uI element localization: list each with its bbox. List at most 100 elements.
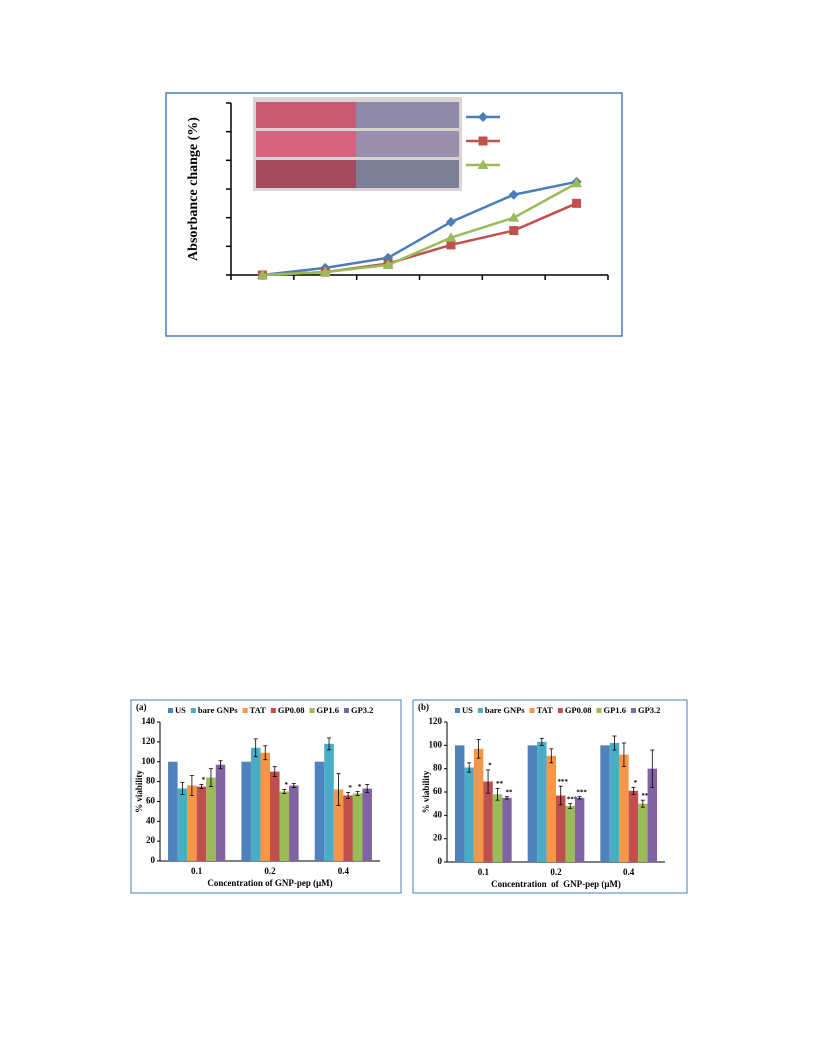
bar — [250, 747, 261, 861]
y-tick-label: 120 — [142, 736, 156, 746]
figure-frame — [412, 699, 688, 894]
bar — [619, 754, 629, 862]
legend-label: TAT — [537, 705, 554, 715]
legend-label: GP3.2 — [351, 705, 373, 715]
series-line — [262, 182, 578, 277]
bar — [260, 752, 270, 861]
x-tick-label: 0.2 — [264, 866, 276, 876]
y-tick-label: 20 — [433, 833, 443, 843]
marker — [477, 159, 489, 169]
y-tick-label: 40 — [146, 815, 156, 825]
y-tick-label: 0 — [151, 855, 156, 865]
bar — [279, 791, 290, 861]
bar — [464, 767, 474, 862]
bar — [454, 745, 465, 862]
bar — [638, 803, 648, 862]
photo-inset — [253, 97, 462, 191]
y-tick-label: 80 — [433, 763, 443, 773]
bar — [324, 743, 334, 861]
legend-label: US — [462, 705, 473, 715]
bar — [473, 748, 484, 862]
significance: * — [358, 783, 362, 791]
x-tick-label: 0.1 — [191, 866, 203, 876]
y-tick-label: 20 — [146, 835, 156, 845]
legend-swatch — [168, 708, 173, 713]
legend-swatch — [343, 708, 349, 713]
legend-swatch — [242, 708, 248, 713]
bar — [362, 788, 372, 861]
bar — [527, 745, 538, 862]
legend-label: GP0.08 — [565, 705, 592, 715]
bar — [647, 768, 658, 862]
y-tick-label: 80 — [146, 776, 156, 786]
legend-label: GP1.6 — [604, 705, 626, 715]
marker — [572, 198, 582, 208]
bar — [546, 755, 556, 862]
y-axis-label: % viability — [421, 770, 431, 813]
x-tick-label: 0.1 — [478, 867, 490, 877]
marker — [508, 189, 519, 200]
y-tick-label: 0 — [438, 856, 443, 866]
marker — [319, 266, 331, 277]
legend-swatch — [270, 708, 276, 713]
significance: ** — [505, 788, 513, 796]
marker — [509, 226, 519, 236]
legend-swatch — [529, 708, 535, 713]
legend-label: GP1.6 — [317, 705, 339, 715]
figure-frame — [130, 699, 402, 894]
x-tick-label: 0.2 — [550, 867, 562, 877]
bar — [492, 794, 503, 862]
series-line — [262, 180, 577, 277]
legend-swatch — [455, 708, 460, 713]
bar — [628, 790, 639, 862]
bar — [502, 797, 512, 862]
marker — [446, 240, 456, 250]
significance: * — [285, 781, 289, 789]
y-tick-label: 40 — [433, 809, 443, 819]
bar — [241, 761, 251, 861]
significance: * — [202, 776, 206, 784]
significance: ** — [496, 780, 504, 788]
legend-swatch — [557, 708, 563, 713]
legend-swatch — [477, 708, 483, 713]
marker — [478, 112, 488, 122]
legend-label: bare GNPs — [198, 705, 238, 715]
y-tick-label: 60 — [146, 795, 156, 805]
y-tick-label: 60 — [433, 786, 443, 796]
bar — [177, 788, 188, 861]
bar — [343, 795, 353, 861]
bar — [352, 793, 363, 861]
bar — [333, 789, 344, 861]
x-axis-label: Concentration of GNP-pep (μM) — [207, 878, 332, 888]
legend-swatch — [309, 708, 315, 713]
significance: *** — [557, 778, 568, 786]
legend-label: TAT — [250, 705, 267, 715]
bar — [537, 741, 547, 862]
legend-swatch — [190, 708, 196, 713]
bar — [187, 785, 197, 861]
significance: * — [634, 779, 638, 787]
bar — [270, 771, 280, 861]
legend-label: US — [175, 705, 186, 715]
legend-label: bare GNPs — [485, 705, 525, 715]
marker — [445, 216, 456, 227]
bar — [574, 797, 585, 862]
y-tick-label: 140 — [142, 716, 156, 726]
bar — [206, 777, 216, 861]
bar — [314, 761, 325, 861]
figure-frame — [165, 92, 623, 337]
panel-label: (b) — [418, 702, 429, 712]
bar — [168, 761, 178, 861]
marker — [382, 259, 394, 269]
bar — [609, 743, 620, 862]
significance: *** — [576, 788, 587, 796]
y-tick-label: 120 — [429, 716, 443, 726]
marker — [478, 136, 488, 146]
significance: * — [488, 761, 492, 769]
y-tick-label: 100 — [429, 739, 443, 749]
x-tick-label: 0.4 — [623, 867, 635, 877]
legend-label: GP3.2 — [638, 705, 660, 715]
significance: ** — [641, 792, 649, 800]
x-tick-label: 0.4 — [338, 866, 350, 876]
